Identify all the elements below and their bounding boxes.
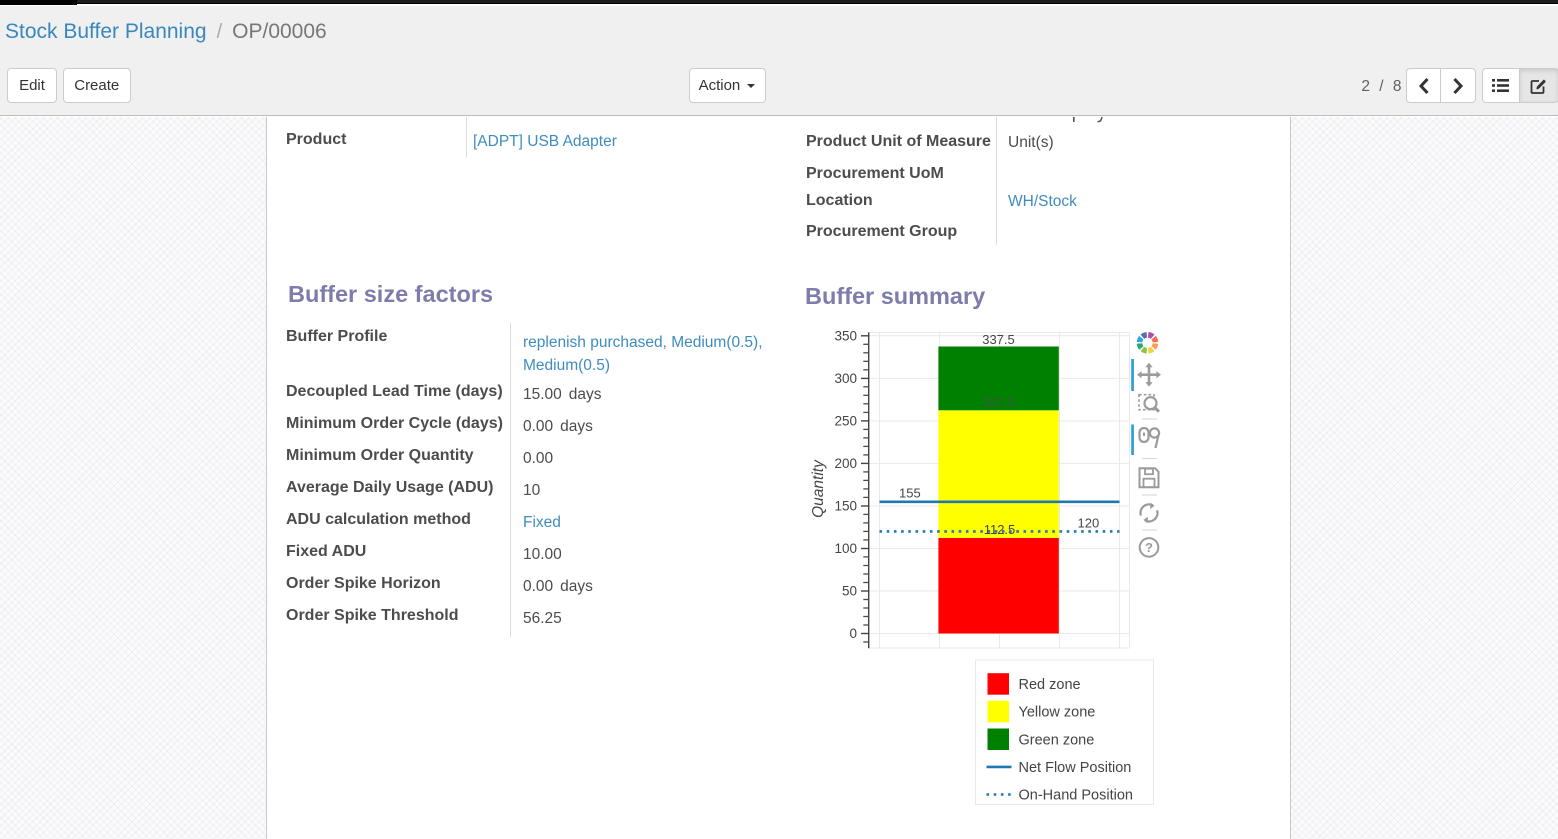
svg-text:155: 155 — [899, 486, 921, 501]
svg-text:On-Hand Position: On-Hand Position — [1019, 788, 1133, 804]
svg-text:300: 300 — [834, 371, 857, 386]
svg-text:350: 350 — [834, 328, 857, 343]
svg-text:120: 120 — [1078, 516, 1100, 531]
svg-text:Green zone: Green zone — [1019, 732, 1095, 748]
svg-text:0: 0 — [849, 626, 857, 641]
svg-text:100: 100 — [834, 541, 857, 556]
svg-text:?: ? — [1145, 540, 1153, 555]
svg-text:250: 250 — [834, 413, 857, 428]
svg-text:262.5: 262.5 — [982, 395, 1015, 410]
svg-text:Quantity: Quantity — [810, 459, 827, 518]
svg-text:337.5: 337.5 — [982, 332, 1015, 347]
svg-text:150: 150 — [834, 499, 857, 514]
svg-text:50: 50 — [842, 584, 857, 599]
svg-text:Red zone: Red zone — [1019, 677, 1081, 693]
svg-text:200: 200 — [834, 456, 857, 471]
svg-text:112.5: 112.5 — [984, 522, 1016, 537]
svg-text:Net Flow Position: Net Flow Position — [1019, 760, 1132, 776]
svg-text:Yellow zone: Yellow zone — [1019, 705, 1096, 721]
